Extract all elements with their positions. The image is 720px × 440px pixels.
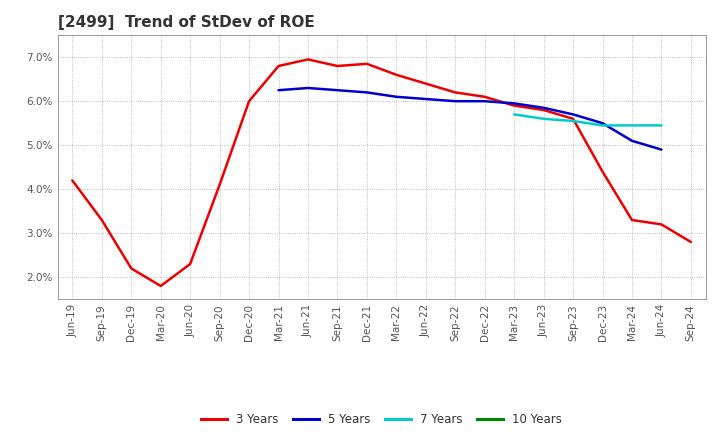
Legend: 3 Years, 5 Years, 7 Years, 10 Years: 3 Years, 5 Years, 7 Years, 10 Years [197, 408, 567, 431]
Text: [2499]  Trend of StDev of ROE: [2499] Trend of StDev of ROE [58, 15, 315, 30]
